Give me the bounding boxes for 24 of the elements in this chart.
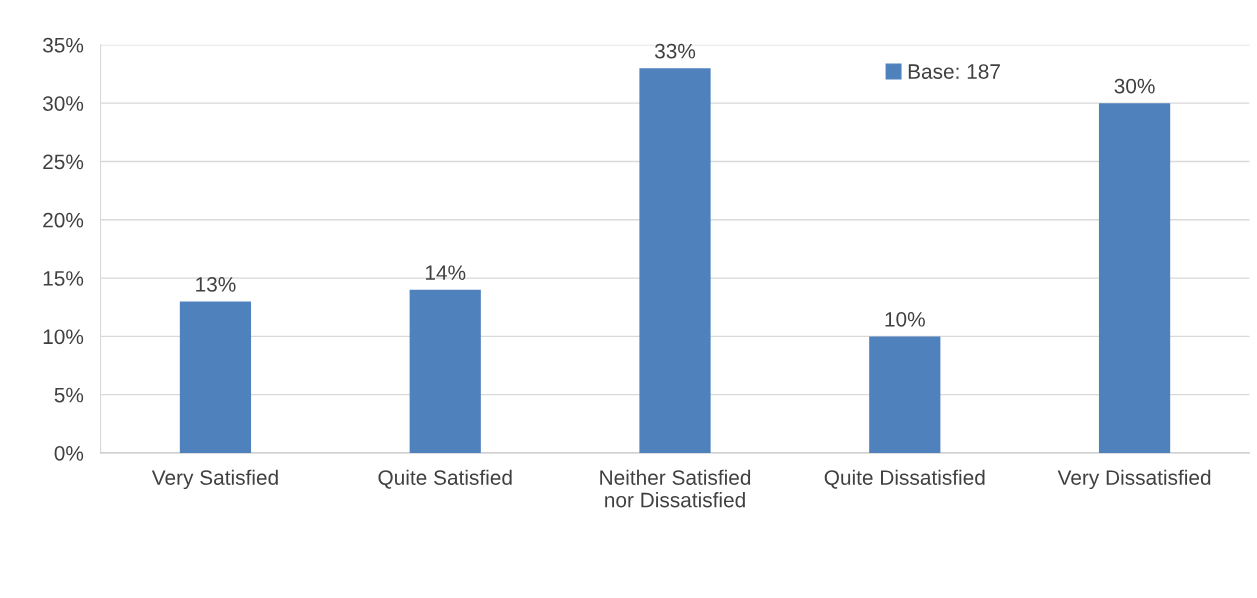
y-tick-label: 5% [54, 387, 84, 403]
x-tick-label: Very Dissatisfied [1057, 469, 1211, 490]
data-label: 10% [885, 311, 925, 327]
y-tick-label: 10% [43, 329, 84, 345]
x-tick-label: Quite Satisfied [378, 469, 512, 489]
y-tick-label: 0% [54, 445, 84, 461]
bar [1098, 103, 1171, 453]
data-label: 30% [1114, 78, 1155, 94]
data-label: 33% [654, 43, 696, 59]
bar [639, 68, 711, 453]
bar [869, 336, 941, 453]
bar [179, 301, 252, 453]
y-tick-label: 20% [43, 212, 84, 228]
data-label: 13% [196, 276, 236, 292]
y-tick-label: 35% [42, 37, 84, 53]
y-tick-label: 30% [42, 96, 84, 111]
x-tick-label: Very Satisfied [151, 469, 278, 490]
bar [409, 289, 481, 453]
y-tick-label: 25% [43, 154, 84, 170]
x-tick-label: Quite Dissatisfied [824, 469, 985, 489]
y-tick-label: 15% [43, 271, 84, 286]
data-label: 14% [425, 265, 466, 280]
x-tick-label: Neither Satisfied nor Dissatisfied [600, 469, 751, 508]
legend-label: Base: 187 [908, 64, 1000, 79]
